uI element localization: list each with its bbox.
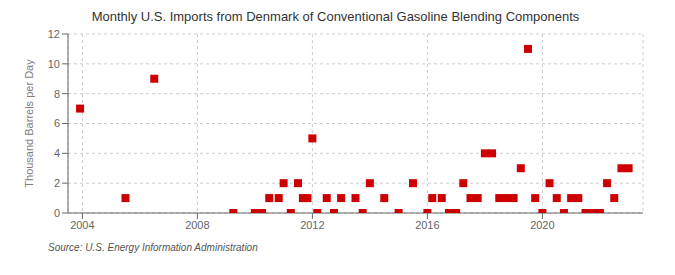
svg-text:4: 4 <box>54 147 60 159</box>
svg-text:12: 12 <box>48 28 60 40</box>
svg-text:2: 2 <box>54 177 60 189</box>
svg-text:8: 8 <box>54 88 60 100</box>
svg-text:2012: 2012 <box>300 219 324 231</box>
svg-text:Thousand Barrels per Day: Thousand Barrels per Day <box>23 59 35 188</box>
svg-text:2016: 2016 <box>415 219 439 231</box>
svg-text:2004: 2004 <box>70 219 94 231</box>
svg-text:0: 0 <box>54 207 60 219</box>
svg-text:2008: 2008 <box>185 219 209 231</box>
html-text:Monthly U.S. Imports from Denm: Monthly U.S. Imports from Denmark of Con… <box>91 9 580 24</box>
svg-text:10: 10 <box>48 58 60 70</box>
svg-text:2020: 2020 <box>530 219 554 231</box>
html-text:Source: U.S. Energy Informatio: Source: U.S. Energy Information Administ… <box>48 242 258 253</box>
svg-text:6: 6 <box>54 117 60 129</box>
